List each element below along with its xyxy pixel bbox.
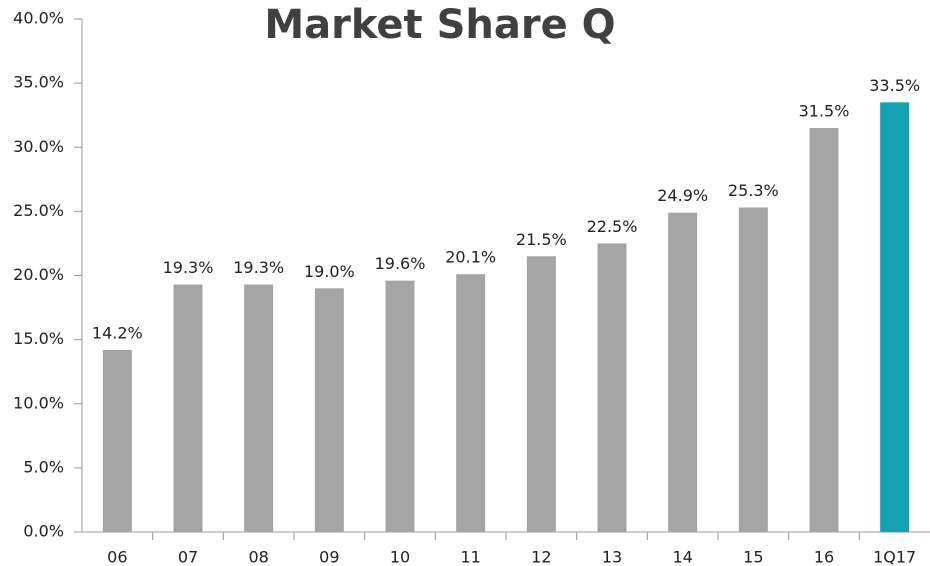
bar — [244, 284, 274, 532]
x-tick-label: 15 — [743, 548, 763, 566]
data-label: 24.9% — [657, 186, 708, 205]
y-tick-label: 5.0% — [23, 457, 64, 476]
x-tick-label: 09 — [319, 548, 339, 566]
y-tick-label: 0.0% — [23, 522, 64, 541]
bar — [314, 288, 344, 532]
x-tick-label: 14 — [672, 548, 692, 566]
bar — [597, 243, 627, 532]
data-label: 21.5% — [516, 230, 567, 249]
data-label: 33.5% — [869, 76, 920, 95]
x-tick-label: 13 — [602, 548, 622, 566]
data-label: 14.2% — [92, 323, 143, 342]
bar — [526, 256, 556, 532]
bar — [102, 349, 132, 532]
x-tick-label: 08 — [248, 548, 268, 566]
bar — [738, 207, 768, 532]
x-tick-label: 06 — [107, 548, 127, 566]
data-label: 22.5% — [587, 217, 638, 236]
data-label: 20.1% — [445, 248, 496, 267]
bar — [456, 274, 486, 532]
data-label: 25.3% — [728, 181, 779, 200]
x-tick-label: 1Q17 — [873, 548, 916, 566]
x-tick-label: 10 — [390, 548, 410, 566]
chart-title: Market Share Q — [264, 2, 615, 48]
y-tick-label: 15.0% — [13, 329, 64, 348]
bar — [385, 280, 415, 532]
y-tick-label: 35.0% — [13, 73, 64, 92]
x-tick-label: 07 — [178, 548, 198, 566]
bar — [173, 284, 203, 532]
y-tick-label: 25.0% — [13, 201, 64, 220]
x-tick-label: 11 — [460, 548, 480, 566]
y-tick-label: 20.0% — [13, 265, 64, 284]
data-label: 19.0% — [304, 262, 355, 281]
bar — [880, 102, 910, 533]
data-label: 19.3% — [163, 258, 214, 277]
x-tick-label: 16 — [814, 548, 834, 566]
bar — [809, 128, 839, 532]
y-tick-label: 40.0% — [13, 9, 64, 28]
bar — [668, 212, 698, 532]
y-tick-label: 10.0% — [13, 393, 64, 412]
data-label: 31.5% — [799, 102, 850, 121]
x-tick-label: 12 — [531, 548, 551, 566]
y-tick-label: 30.0% — [13, 137, 64, 156]
data-label: 19.3% — [233, 258, 284, 277]
data-label: 19.6% — [375, 254, 426, 273]
